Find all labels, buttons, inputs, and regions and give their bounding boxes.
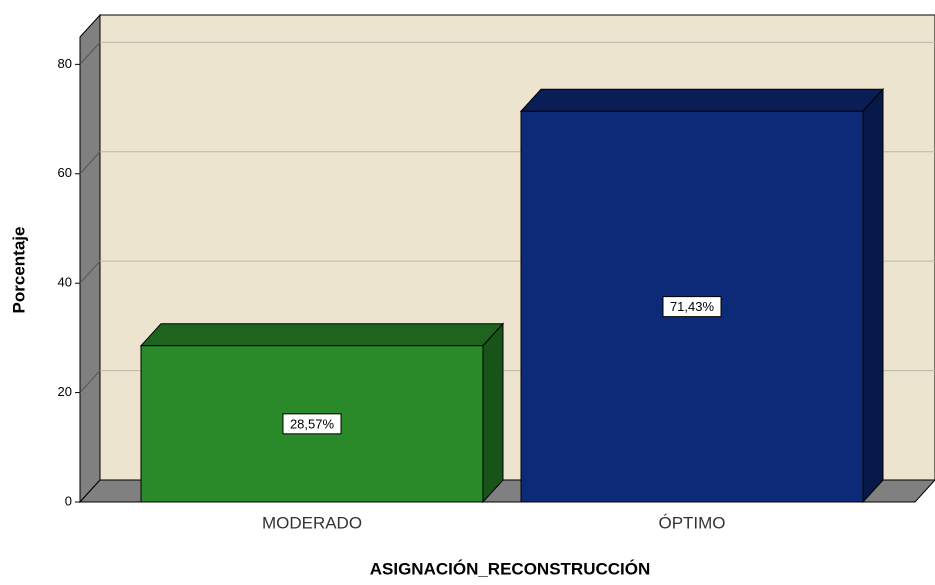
value-label-box xyxy=(282,413,342,435)
bar-side xyxy=(862,87,884,504)
grid-line xyxy=(79,42,101,65)
y-tick-label: 0 xyxy=(65,493,72,508)
x-tick-label: ÓPTIMO xyxy=(658,513,725,532)
y-axis-title: Porcentaje xyxy=(9,227,28,314)
x-tick-label: MODERADO xyxy=(262,513,362,532)
grid-line xyxy=(79,260,101,284)
bar-top xyxy=(519,88,885,112)
value-label-box xyxy=(662,296,722,318)
y-tick-label: 60 xyxy=(58,165,72,180)
y-tick-label: 80 xyxy=(58,56,72,71)
x-axis-title: ASIGNACIÓN_RECONSTRUCCIÓN xyxy=(370,559,651,578)
y-tick-label: 40 xyxy=(58,275,72,290)
value-label: 28,57% xyxy=(290,416,335,431)
bar-side xyxy=(482,322,504,504)
y-tick-label: 20 xyxy=(58,384,72,399)
value-label: 71,43% xyxy=(670,299,715,314)
bar-top xyxy=(139,323,505,347)
grid-line xyxy=(79,151,101,175)
grid-line xyxy=(79,370,101,393)
side-wall xyxy=(79,13,101,504)
